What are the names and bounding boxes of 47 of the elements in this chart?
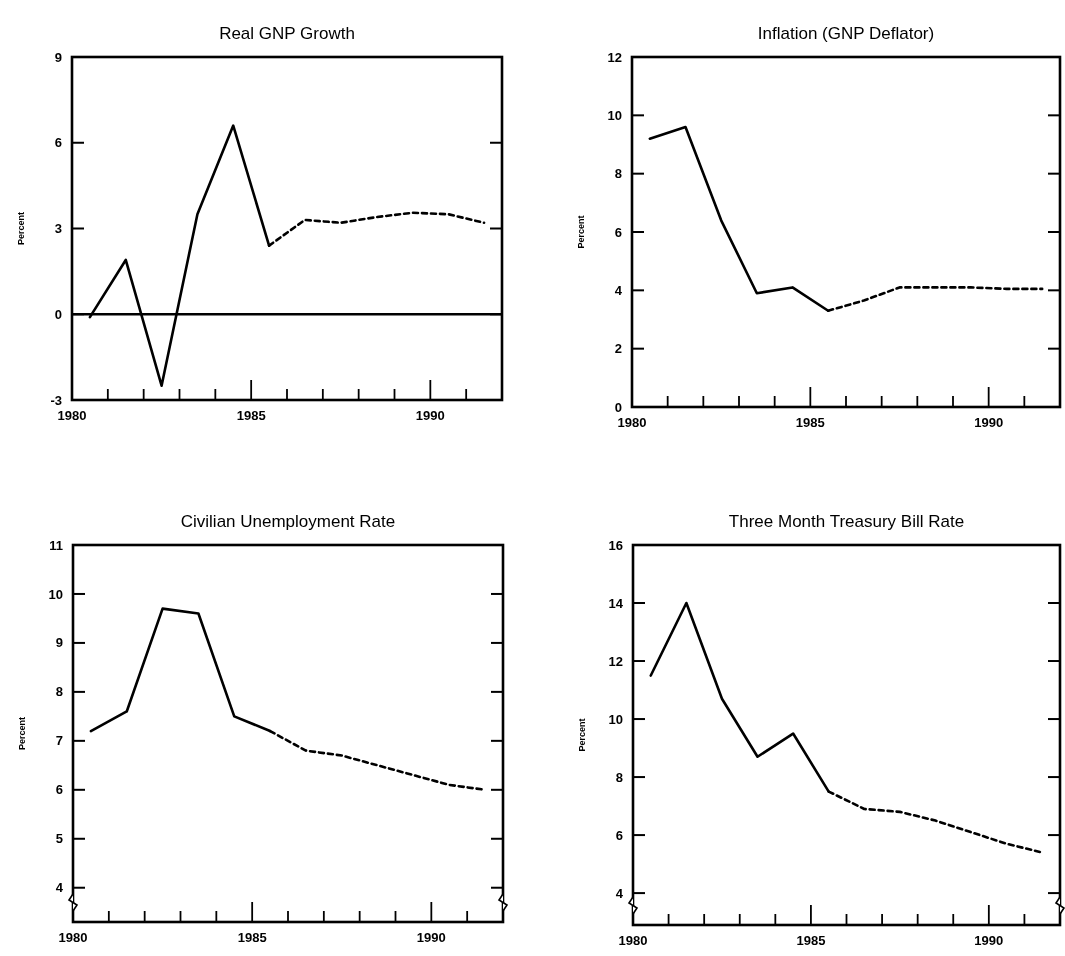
y-axis-title: Percent xyxy=(16,211,26,246)
chart-title: Real GNP Growth xyxy=(219,24,355,43)
x-tick-label: 1985 xyxy=(236,408,266,423)
y-tick-label: 10 xyxy=(48,586,63,602)
y-tick-label: 8 xyxy=(615,769,623,785)
x-tick-label: 1980 xyxy=(617,415,647,430)
y-tick-label: 6 xyxy=(614,224,622,240)
y-tick-label: 7 xyxy=(55,733,63,749)
y-tick-label: 12 xyxy=(608,653,623,669)
y-tick-label: 9 xyxy=(55,635,63,651)
x-tick-label: 1990 xyxy=(416,930,446,945)
y-tick-label: 8 xyxy=(614,166,622,182)
x-tick-label: 1985 xyxy=(796,933,826,948)
x-tick-label: 1980 xyxy=(618,933,648,948)
x-tick-label: 1990 xyxy=(974,933,1004,948)
y-tick-label: 14 xyxy=(608,595,624,611)
y-tick-label: 8 xyxy=(55,684,63,700)
x-tick-label: 1990 xyxy=(415,408,445,423)
x-tick-label: 1985 xyxy=(795,415,825,430)
y-tick-label: 12 xyxy=(607,49,622,65)
y-tick-label: 10 xyxy=(607,107,622,123)
y-tick-label: 6 xyxy=(615,827,623,843)
x-tick-label: 1980 xyxy=(57,408,87,423)
y-tick-label: 16 xyxy=(608,537,623,553)
y-tick-label: -3 xyxy=(50,392,62,408)
y-tick-label: 4 xyxy=(614,282,623,298)
chart-title: Civilian Unemployment Rate xyxy=(180,512,396,531)
chart-title: Inflation (GNP Deflator) xyxy=(757,24,935,43)
y-tick-label: 3 xyxy=(54,221,62,237)
y-tick-label: 0 xyxy=(54,306,62,322)
y-tick-label: 6 xyxy=(54,135,62,151)
y-tick-label: 2 xyxy=(614,341,622,357)
y-tick-label: 9 xyxy=(54,49,62,65)
y-tick-label: 0 xyxy=(614,399,622,415)
y-tick-label: 6 xyxy=(55,782,63,798)
y-tick-label: 4 xyxy=(615,885,624,901)
y-tick-label: 11 xyxy=(49,537,63,553)
x-tick-label: 1985 xyxy=(237,930,267,945)
y-axis-title: Percent xyxy=(17,716,27,751)
x-tick-label: 1980 xyxy=(58,930,88,945)
x-tick-label: 1990 xyxy=(974,415,1004,430)
y-tick-label: 4 xyxy=(55,880,64,896)
y-tick-label: 5 xyxy=(55,831,63,847)
y-tick-label: 10 xyxy=(608,711,623,727)
y-axis-title: Percent xyxy=(577,718,587,752)
y-axis-title: Percent xyxy=(576,215,586,249)
chart-title: Three Month Treasury Bill Rate xyxy=(728,512,965,531)
